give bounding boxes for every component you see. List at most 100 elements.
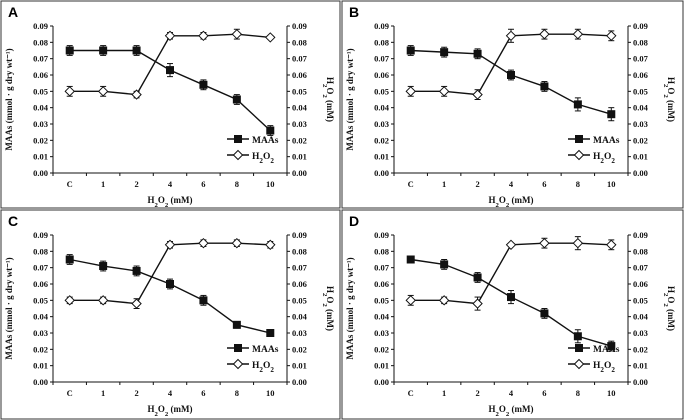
y-tick-label-left: 0.09 bbox=[33, 21, 48, 31]
point-maas bbox=[406, 46, 415, 55]
point-maas bbox=[540, 82, 549, 91]
y-tick-label-left: 0.01 bbox=[33, 152, 48, 162]
x-axis-label: H2O2 (mM) bbox=[488, 404, 533, 418]
y-tick-label-right: 0.05 bbox=[633, 295, 648, 305]
y-axis-label-right: H2O2 (mM) bbox=[663, 77, 677, 122]
point-maas bbox=[473, 49, 482, 58]
point-h2o2 bbox=[606, 30, 617, 42]
panel-frame bbox=[341, 209, 684, 420]
point-h2o2 bbox=[131, 89, 142, 100]
point-maas bbox=[65, 46, 74, 55]
x-tick-label: 6 bbox=[201, 388, 205, 398]
x-tick-label: C bbox=[67, 388, 73, 398]
point-maas bbox=[99, 262, 108, 271]
y-tick-label-right: 0.05 bbox=[633, 86, 648, 96]
legend-marker-h2o2 bbox=[573, 358, 585, 370]
x-tick-label: 1 bbox=[101, 179, 105, 189]
point-maas bbox=[232, 95, 241, 104]
y-tick-label-right: 0.06 bbox=[633, 279, 648, 289]
y-tick-label-right: 0.09 bbox=[292, 21, 307, 31]
y-tick-label-left: 0.03 bbox=[374, 119, 389, 129]
panel-b: B 0.00 0.00 0.01 0.01 0.02 0.02 0.03 0.03 0.04 0.0… bbox=[341, 0, 684, 209]
y-tick-label-left: 0.01 bbox=[374, 361, 389, 371]
y-tick-label-left: 0.05 bbox=[374, 295, 389, 305]
y-tick-label-right: 0.07 bbox=[292, 54, 308, 64]
y-tick-label-right: 0.03 bbox=[633, 119, 648, 129]
panel-label: A bbox=[8, 4, 18, 20]
y-tick-label-left: 0.01 bbox=[374, 152, 389, 162]
point-h2o2 bbox=[405, 86, 416, 97]
y-tick-label-right: 0.00 bbox=[633, 377, 648, 387]
y-tick-label-left: 0.06 bbox=[374, 70, 389, 80]
y-tick-label-right: 0.02 bbox=[292, 344, 307, 354]
legend-label-maas: MAAs bbox=[593, 345, 620, 355]
y-tick-label-right: 0.08 bbox=[292, 246, 307, 256]
legend-marker-maas bbox=[234, 344, 242, 352]
y-tick-label-right: 0.01 bbox=[292, 152, 307, 162]
y-tick-label-right: 0.01 bbox=[633, 152, 648, 162]
point-h2o2 bbox=[265, 32, 276, 43]
y-tick-label-left: 0.07 bbox=[374, 54, 390, 64]
y-tick-label-right: 0.05 bbox=[292, 86, 307, 96]
legend-label-h2o2: H2O2 bbox=[593, 152, 615, 165]
legend-label-h2o2: H2O2 bbox=[252, 152, 274, 165]
y-tick-label-right: 0.09 bbox=[633, 21, 648, 31]
y-tick-label-right: 0.04 bbox=[633, 312, 649, 322]
y-axis-label-left: MAAs (mmol · g dry wt⁻¹) bbox=[345, 257, 355, 359]
x-tick-label: 10 bbox=[607, 388, 616, 398]
point-maas bbox=[440, 260, 449, 269]
point-h2o2 bbox=[131, 298, 142, 309]
panel-label: C bbox=[8, 213, 18, 229]
y-tick-label-left: 0.06 bbox=[33, 70, 48, 80]
y-tick-label-left: 0.04 bbox=[33, 103, 49, 113]
x-tick-label: 6 bbox=[542, 388, 546, 398]
y-tick-label-left: 0.08 bbox=[33, 37, 48, 47]
y-tick-label-left: 0.00 bbox=[33, 168, 48, 178]
y-tick-label-right: 0.07 bbox=[633, 263, 649, 273]
y-tick-label-right: 0.00 bbox=[633, 168, 648, 178]
y-tick-label-right: 0.06 bbox=[633, 70, 648, 80]
y-axis-label-right: H2O2 (mM) bbox=[663, 286, 677, 331]
point-h2o2 bbox=[539, 28, 550, 40]
point-h2o2 bbox=[97, 86, 109, 97]
point-h2o2 bbox=[572, 237, 584, 249]
point-maas bbox=[607, 342, 616, 351]
point-maas bbox=[266, 329, 275, 337]
panel-label: B bbox=[349, 4, 359, 20]
y-tick-label-left: 0.04 bbox=[33, 312, 49, 322]
y-tick-label-left: 0.03 bbox=[33, 328, 48, 338]
y-tick-label-right: 0.06 bbox=[292, 70, 307, 80]
x-tick-label: 4 bbox=[168, 179, 173, 189]
y-tick-label-left: 0.03 bbox=[374, 328, 389, 338]
x-axis-label: H2O2 (mM) bbox=[147, 404, 192, 418]
point-maas bbox=[166, 66, 174, 75]
y-tick-label-right: 0.09 bbox=[633, 230, 648, 240]
x-tick-label: 2 bbox=[475, 388, 479, 398]
x-tick-label: 8 bbox=[576, 179, 580, 189]
point-h2o2 bbox=[505, 30, 517, 42]
x-tick-label: 10 bbox=[266, 388, 275, 398]
y-tick-label-right: 0.03 bbox=[292, 119, 307, 129]
y-axis-label-right: H2O2 (mM) bbox=[322, 286, 336, 331]
y-tick-label-left: 0.02 bbox=[374, 135, 389, 145]
y-tick-label-right: 0.03 bbox=[292, 328, 307, 338]
point-h2o2 bbox=[606, 239, 617, 251]
y-tick-label-left: 0.07 bbox=[33, 263, 49, 273]
legend-marker-maas bbox=[575, 344, 583, 352]
y-tick-label-right: 0.00 bbox=[292, 168, 307, 178]
y-tick-label-right: 0.08 bbox=[292, 37, 307, 47]
point-maas bbox=[132, 46, 141, 55]
x-tick-label: 10 bbox=[607, 179, 616, 189]
y-tick-label-right: 0.03 bbox=[633, 328, 648, 338]
y-tick-label-left: 0.07 bbox=[374, 263, 390, 273]
y-tick-label-left: 0.06 bbox=[33, 279, 48, 289]
legend-label-h2o2: H2O2 bbox=[252, 361, 274, 374]
y-tick-label-left: 0.02 bbox=[374, 344, 389, 354]
point-h2o2 bbox=[231, 237, 243, 249]
y-tick-label-right: 0.02 bbox=[292, 135, 307, 145]
point-h2o2 bbox=[505, 239, 517, 251]
x-tick-label: C bbox=[67, 179, 73, 189]
y-tick-label-right: 0.09 bbox=[292, 230, 307, 240]
point-h2o2 bbox=[97, 295, 109, 306]
